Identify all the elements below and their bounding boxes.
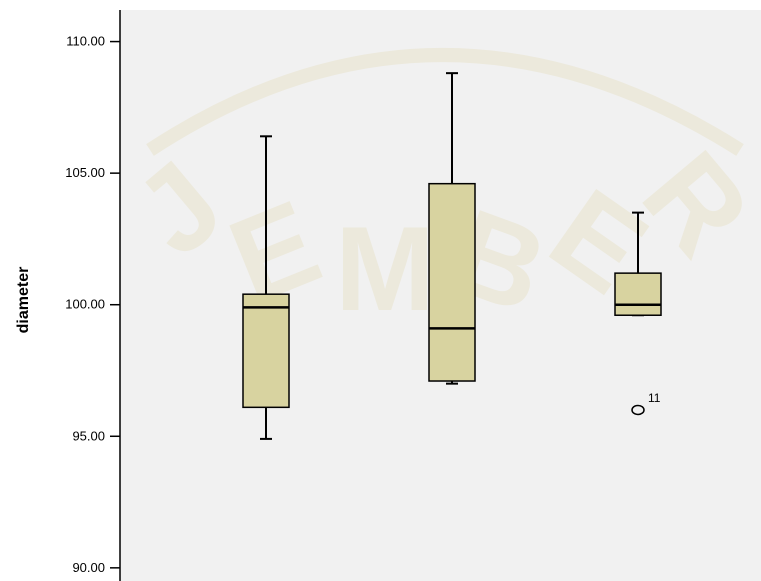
y-axis: 90.00 95.00 100.00 105.00 110.00 (65, 34, 120, 575)
watermark-letter: M (335, 202, 435, 336)
outlier-label: 11 (648, 391, 661, 405)
box-group: 11 (614, 211, 662, 416)
box-group (242, 135, 290, 440)
y-tick-label: 90.00 (72, 560, 105, 575)
box-group (428, 72, 476, 385)
box (428, 182, 476, 382)
box (242, 293, 290, 409)
box (614, 272, 662, 316)
y-tick-label: 100.00 (65, 297, 105, 312)
y-tick-label: 105.00 (65, 165, 105, 180)
y-tick-label: 95.00 (72, 428, 105, 443)
watermark-arc (146, 48, 744, 156)
y-tick-label: 110.00 (66, 34, 105, 49)
outlier-point (631, 404, 645, 416)
boxes-layer: 11 (242, 72, 662, 440)
y-axis-label: diameter (15, 267, 32, 334)
